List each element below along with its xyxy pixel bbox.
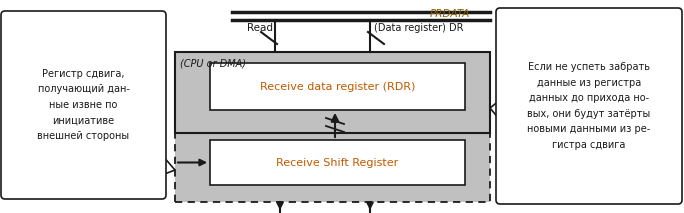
Text: (CPU or DMA): (CPU or DMA) <box>180 59 246 69</box>
FancyBboxPatch shape <box>1 11 166 199</box>
Text: Receive Shift Register: Receive Shift Register <box>276 157 399 167</box>
Polygon shape <box>162 155 175 175</box>
Text: Если не успеть забрать
данные из регистра
данных до прихода но-
вых, они будут з: Если не успеть забрать данные из регистр… <box>527 62 650 150</box>
Bar <box>175 52 490 133</box>
Text: (Data register) DR: (Data register) DR <box>374 23 464 33</box>
Bar <box>210 140 465 185</box>
FancyBboxPatch shape <box>496 8 682 204</box>
Text: PRDATA: PRDATA <box>430 9 471 19</box>
Text: Receive data register (RDR): Receive data register (RDR) <box>260 82 415 92</box>
Text: Read: Read <box>247 23 273 33</box>
Bar <box>175 52 490 202</box>
Text: Регистр сдвига,
получающий дан-
ные извне по
инициативе
внешней стороны: Регистр сдвига, получающий дан- ные извн… <box>38 69 129 141</box>
Bar <box>210 63 465 110</box>
Polygon shape <box>490 100 500 120</box>
